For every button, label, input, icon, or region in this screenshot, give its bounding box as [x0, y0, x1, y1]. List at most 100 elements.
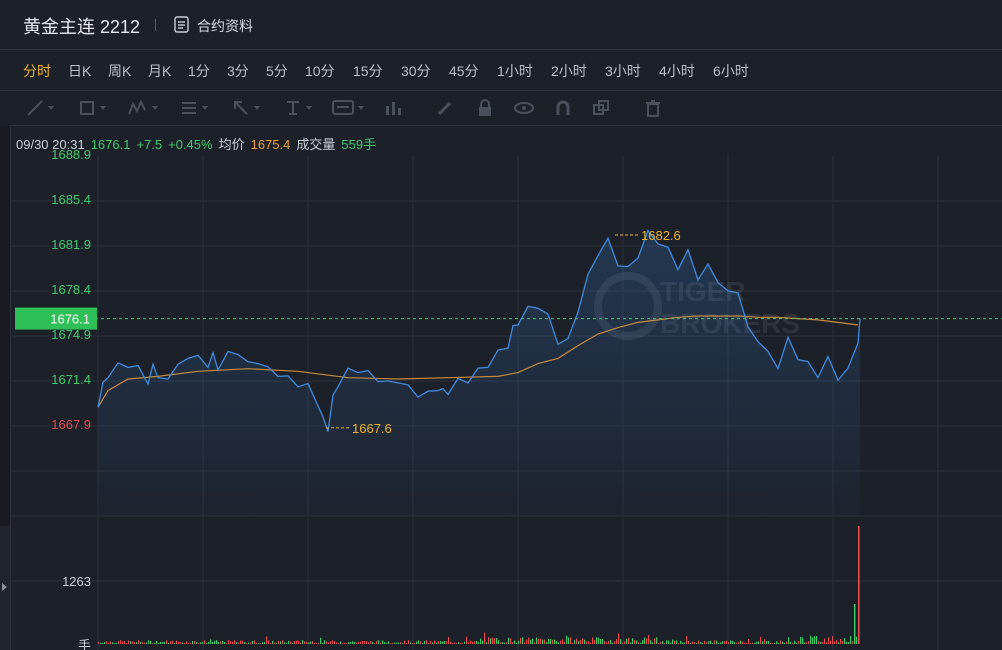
volume-bar — [710, 640, 712, 644]
volume-bar — [726, 640, 728, 644]
volume-bar — [174, 643, 176, 644]
price-note-tool[interactable] — [332, 98, 364, 118]
tab-3min[interactable]: 3分 — [227, 63, 249, 79]
tab-2hour[interactable]: 2小时 — [551, 63, 587, 79]
magnet-tool[interactable] — [554, 98, 572, 118]
tab-1min[interactable]: 1分 — [188, 63, 210, 79]
tab-6hour[interactable]: 6小时 — [713, 63, 749, 79]
copy-tool[interactable] — [592, 98, 610, 118]
tab-intraday[interactable]: 分时 — [23, 63, 51, 79]
eye-tool[interactable] — [514, 98, 534, 118]
volume-bar — [694, 642, 696, 644]
volume-bar — [438, 641, 440, 644]
fibonacci-tool[interactable] — [180, 98, 208, 118]
pattern-tool[interactable] — [128, 98, 158, 118]
contract-info-link[interactable]: 合约资料 — [197, 18, 253, 34]
volume-bar — [614, 641, 616, 644]
text-tool[interactable] — [284, 98, 312, 118]
tab-10min[interactable]: 10分 — [305, 63, 335, 79]
volume-bar — [402, 642, 404, 644]
volume-bar — [160, 642, 162, 644]
volume-bar — [724, 641, 726, 644]
volume-bar — [572, 642, 574, 644]
volume-bar — [654, 638, 656, 644]
tab-3hour[interactable]: 3小时 — [605, 63, 641, 79]
volume-bar — [132, 641, 134, 644]
tab-week-k[interactable]: 周K — [108, 63, 132, 79]
volume-bar — [732, 640, 734, 644]
rectangle-tool[interactable] — [78, 98, 106, 118]
volume-bar — [112, 642, 114, 644]
trend-line-icon — [27, 100, 43, 116]
volume-bar — [220, 641, 222, 644]
tab-1hour[interactable]: 1小时 — [497, 63, 533, 79]
volume-bar — [712, 643, 714, 644]
volume-bar — [464, 641, 466, 644]
tab-30min[interactable]: 30分 — [401, 63, 431, 79]
volume-bar — [266, 636, 268, 644]
volume-bar — [682, 642, 684, 644]
quote-info-line: 09/30 20:31 1676.1 +7.5 +0.45% 均价 1675.4 成交量 55… — [16, 134, 382, 153]
tab-45min[interactable]: 45分 — [449, 63, 479, 79]
volume-bar — [110, 641, 112, 644]
tab-15min[interactable]: 15分 — [353, 63, 383, 79]
document-icon[interactable] — [174, 16, 189, 33]
volume-bar — [838, 642, 840, 644]
volume-bar — [718, 642, 720, 644]
volume-bar — [764, 639, 766, 644]
chevron-right-icon[interactable] — [2, 583, 7, 591]
trash-tool[interactable] — [644, 98, 662, 118]
volume-bar — [516, 642, 518, 644]
volume-bar — [286, 643, 288, 644]
price-note-icon — [332, 100, 354, 115]
volume-bar — [580, 640, 582, 644]
arrow-icon — [234, 101, 248, 115]
volume-bar — [526, 639, 528, 644]
volume-bar — [382, 640, 384, 644]
tab-day-k[interactable]: 日K — [68, 63, 92, 79]
volume-bar — [184, 642, 186, 644]
volume-bar — [648, 635, 650, 644]
volume-bar — [472, 641, 474, 644]
volume-bar — [396, 642, 398, 644]
volume-bar — [554, 639, 556, 644]
y-tick-label: 1688.9 — [51, 147, 91, 162]
volume-bar — [190, 643, 192, 644]
tab-month-k[interactable]: 月K — [148, 63, 172, 79]
volume-bar — [302, 640, 304, 644]
volume-bar — [180, 641, 182, 644]
trend-line-tool[interactable] — [26, 98, 54, 118]
volume-bar — [676, 640, 678, 644]
arrow-tool[interactable] — [232, 98, 260, 118]
measure-tool[interactable] — [384, 98, 404, 118]
volume-bar — [586, 641, 588, 644]
volume-bar — [704, 640, 706, 644]
tab-5min[interactable]: 5分 — [266, 63, 288, 79]
lock-tool[interactable] — [476, 98, 494, 118]
volume-bar — [810, 635, 812, 644]
chevron-down-icon — [152, 106, 158, 110]
volume-bar — [244, 642, 246, 644]
volume-bar — [750, 643, 752, 644]
volume-bar — [790, 641, 792, 644]
volume-bar — [104, 642, 106, 644]
volume-bar — [432, 642, 434, 644]
volume-bar — [542, 639, 544, 644]
chevron-down-icon — [48, 106, 54, 110]
price-chart[interactable]: TIGER BROKERS 1676.1 1688.91685.41681.91… — [10, 126, 1002, 650]
volume-bar — [638, 642, 640, 644]
volume-bar — [582, 638, 584, 644]
volume-bar — [264, 641, 266, 644]
volume-bar — [646, 638, 648, 644]
tab-4hour[interactable]: 4小时 — [659, 63, 695, 79]
volume-bar — [854, 604, 856, 644]
current-price-label: 1676.1 — [50, 312, 90, 327]
volume-bar — [606, 642, 608, 644]
volume-bar — [664, 643, 666, 644]
volume-bar — [522, 637, 524, 644]
volume-bar — [482, 640, 484, 644]
pencil-tool[interactable] — [436, 98, 454, 118]
copy-icon — [593, 100, 609, 115]
volume-bar — [254, 640, 256, 644]
volume-bar — [806, 642, 808, 644]
